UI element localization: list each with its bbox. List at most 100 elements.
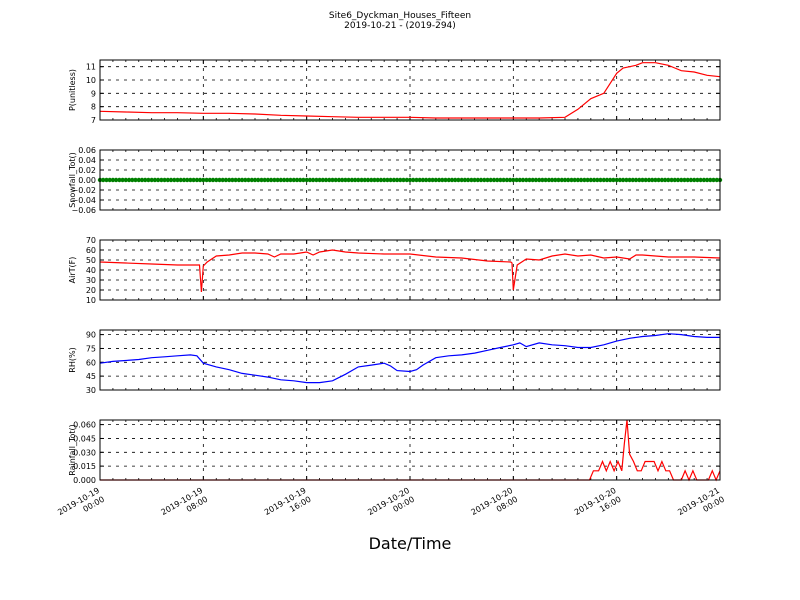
panel2-ylabel: AirT(F) xyxy=(68,257,77,284)
panel1-point xyxy=(107,177,112,183)
panel1-point xyxy=(191,177,196,183)
panel1-point xyxy=(546,177,552,183)
panel1-point xyxy=(168,177,174,183)
panel4-ytick-label-2: 0.030 xyxy=(73,448,96,457)
panel1-point xyxy=(272,177,277,183)
panel1-point xyxy=(507,177,513,183)
panel1-point xyxy=(268,177,274,183)
panel1-point xyxy=(246,177,251,183)
panel1-point xyxy=(549,177,555,183)
panel0-ytick-label-4: 11 xyxy=(86,63,96,72)
panel1-point xyxy=(462,177,468,183)
panel1-point xyxy=(614,177,619,183)
x-tick-label-3: 2019-10-2000:00 xyxy=(366,486,416,526)
panel1-point xyxy=(291,177,296,183)
panel1-point xyxy=(472,177,477,183)
panel2-frame xyxy=(99,239,721,301)
panel1-point xyxy=(407,177,413,183)
panel1-point xyxy=(139,177,145,183)
x-tick-label-6: 2019-10-2100:00 xyxy=(676,486,726,526)
panel2-ytick-label-6: 70 xyxy=(86,236,96,245)
panel1-point xyxy=(327,177,332,183)
panel1-point xyxy=(556,177,561,183)
panel1-point xyxy=(113,177,119,183)
panel1-point xyxy=(566,177,571,183)
panel1-point xyxy=(378,177,384,183)
panel1-point xyxy=(143,177,148,183)
panel1-point xyxy=(595,177,600,183)
panel1-point xyxy=(692,177,697,183)
panel1-point xyxy=(404,177,409,183)
x-tick-label-1: 2019-10-1908:00 xyxy=(160,486,210,526)
panel3-ytick-label-4: 90 xyxy=(86,331,96,340)
panel1-point xyxy=(682,177,687,183)
panel1-point xyxy=(230,177,235,183)
panel1-point xyxy=(146,177,151,183)
panel1-point xyxy=(159,177,164,183)
panel1-point xyxy=(520,177,526,183)
panel1-point xyxy=(233,177,238,183)
panel2-ytick-label-3: 40 xyxy=(86,266,96,275)
panel1-point xyxy=(524,177,529,183)
x-axis-label: Date/Time xyxy=(368,534,452,553)
panel1-point xyxy=(185,177,190,183)
panel1-point xyxy=(110,177,116,183)
panel3-frame xyxy=(99,329,721,391)
panel1-point xyxy=(530,177,535,183)
panel1-point xyxy=(440,177,445,183)
panel1-point xyxy=(178,177,183,183)
panel1-point xyxy=(391,177,397,183)
panel2-ytick-label-5: 60 xyxy=(86,246,96,255)
panel1-point xyxy=(214,177,219,183)
panel1-point xyxy=(436,177,442,183)
panel1-point xyxy=(650,177,655,183)
panel1-point xyxy=(101,177,106,183)
panel1-point xyxy=(210,177,216,183)
panel1-point xyxy=(149,177,154,183)
panel1-point xyxy=(201,177,206,183)
panel1-point xyxy=(365,177,371,183)
chart-title: Site6_Dyckman_Houses_Fifteen xyxy=(328,11,472,21)
panel1-point xyxy=(275,177,280,183)
panel1-point xyxy=(152,177,158,183)
panel1-point xyxy=(375,177,380,183)
panel1-point xyxy=(685,177,690,183)
chart-subtitle: 2019-10-21 - (2019-294) xyxy=(344,21,456,31)
panel1-point xyxy=(120,177,125,183)
panel1-point xyxy=(624,177,629,183)
panel1-point xyxy=(646,177,652,183)
panel1-point xyxy=(578,177,584,183)
panel1-point xyxy=(197,177,203,183)
panel1-point xyxy=(252,177,258,183)
panel1-point xyxy=(498,177,503,183)
panel1-point xyxy=(414,177,419,183)
panel1-point xyxy=(504,177,510,183)
panel1-point xyxy=(572,177,577,183)
panel1-point xyxy=(420,177,426,183)
panel1-point xyxy=(352,177,358,183)
panel4-frame xyxy=(99,419,721,481)
panel1-point xyxy=(485,177,490,183)
panel1-point xyxy=(294,177,300,183)
x-tick-label-2: 2019-10-1916:00 xyxy=(263,486,313,526)
panel1-point xyxy=(346,177,351,183)
panel1-point xyxy=(172,177,177,183)
panel1-point xyxy=(104,177,109,183)
panel1-point xyxy=(130,177,135,183)
panel3-ytick-label-1: 45 xyxy=(86,372,96,381)
panel1-point xyxy=(527,177,532,183)
panel1-point xyxy=(239,177,245,183)
panel1-point xyxy=(679,177,684,183)
panel1-point xyxy=(640,177,645,183)
panel1-point xyxy=(495,177,500,183)
panel1-point xyxy=(585,177,590,183)
panel4-ytick-label-1: 0.015 xyxy=(73,462,96,471)
panel1-frame xyxy=(99,149,721,211)
panel0-ylabel: P(unitless) xyxy=(68,69,77,111)
panel0-ytick-label-1: 8 xyxy=(91,103,96,112)
panel1-point xyxy=(401,177,406,183)
panel2-ytick-label-0: 10 xyxy=(86,296,96,305)
panel1-point xyxy=(204,177,209,183)
panel1-point xyxy=(443,177,448,183)
